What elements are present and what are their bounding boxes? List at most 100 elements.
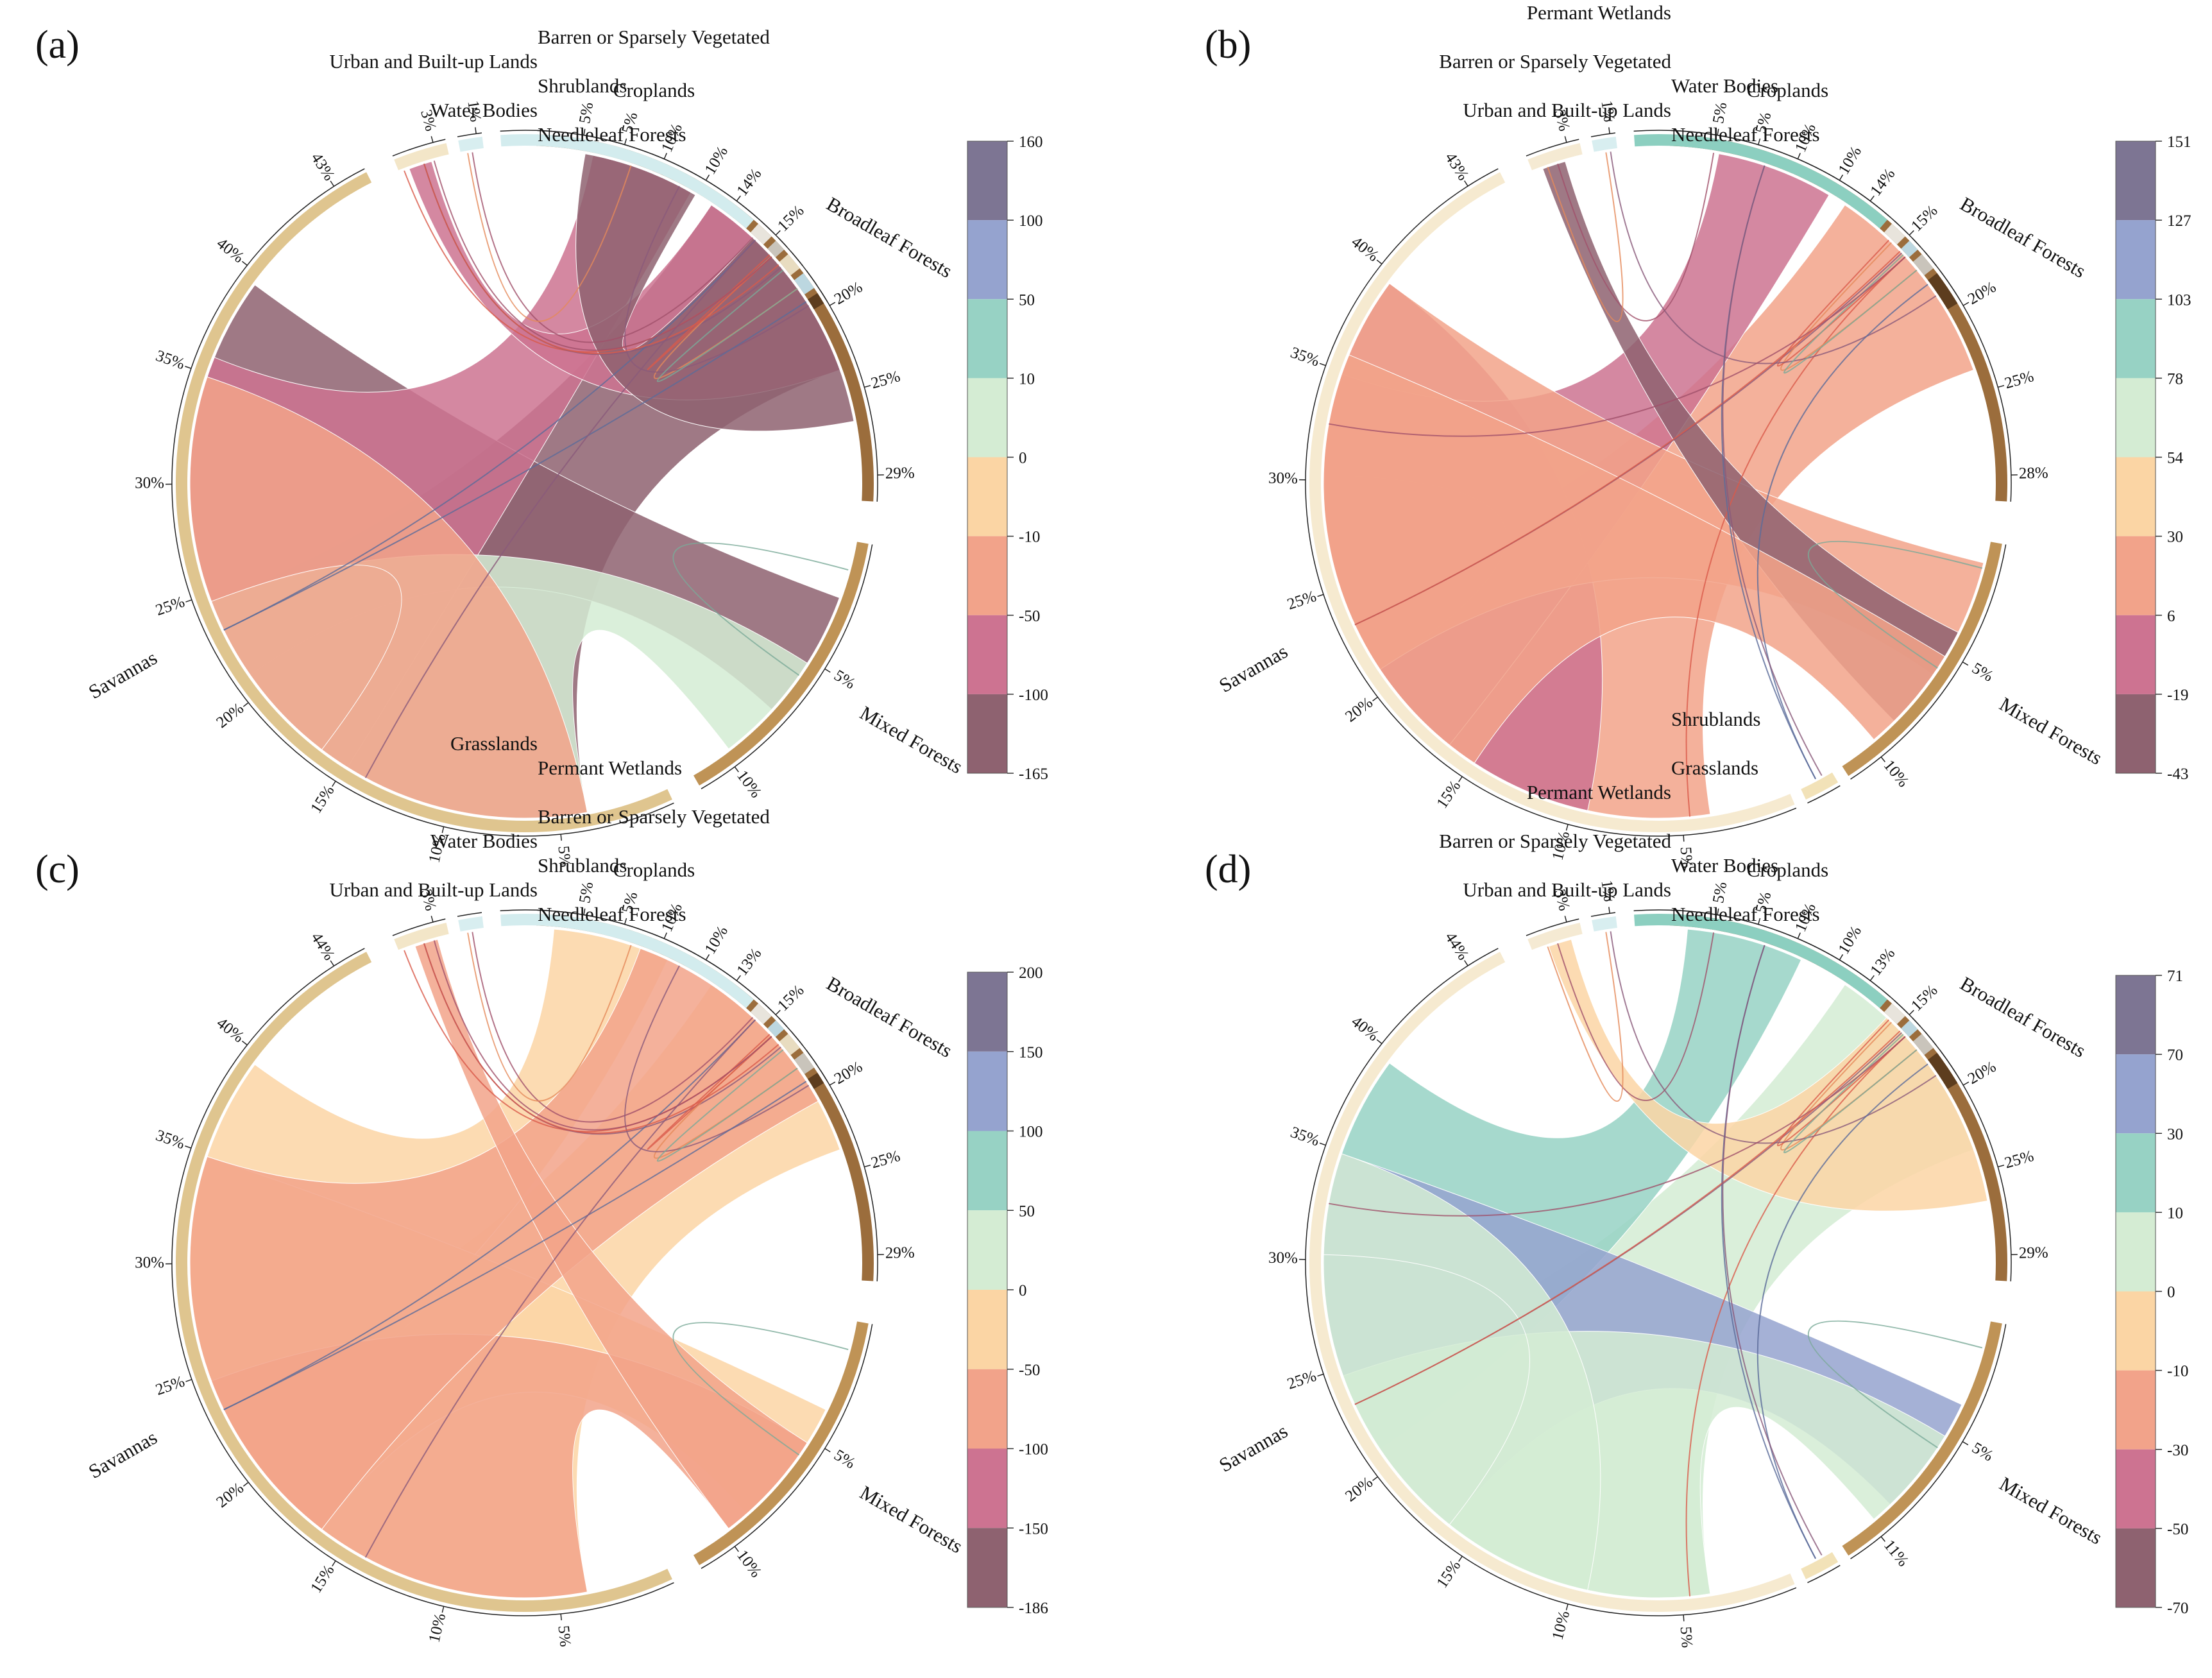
chord-strand: [433, 940, 772, 1131]
chord-strand: [1329, 256, 1906, 437]
colorbar-band: [967, 536, 1007, 615]
colorbar-band: [967, 220, 1007, 300]
segment-axis: [820, 1070, 828, 1082]
tick-mark: [1372, 696, 1378, 701]
chord-strand: [423, 943, 779, 1134]
tick-mark: [241, 1040, 248, 1046]
tick-mark: [1757, 138, 1761, 145]
segment-arc: [767, 1020, 785, 1038]
tick-label: 43%: [1442, 150, 1472, 184]
tick-label: 30%: [135, 1254, 164, 1271]
segment-label: Water Bodies: [430, 99, 538, 121]
segment-axis: [1924, 1031, 1937, 1046]
tick-mark: [824, 1448, 831, 1453]
tick-label: 15%: [1908, 202, 1941, 235]
chord-strand: [433, 160, 772, 351]
chord-strand: [364, 1019, 756, 1558]
segment-arc: [1901, 241, 1918, 258]
colorbar-label: -10: [2167, 1363, 2188, 1380]
tick-label: 15%: [307, 1562, 337, 1596]
tick-label: 20%: [1342, 1473, 1376, 1505]
tick-mark: [734, 766, 739, 773]
colorbar-label: 0: [2167, 1284, 2175, 1301]
segment-label: Barren or Sparsely Vegetated: [1439, 50, 1671, 73]
segment-axis: [171, 948, 674, 1616]
chord-strand: [1807, 540, 1983, 669]
tick-mark: [1962, 302, 1970, 306]
segment-arc: [1912, 254, 1934, 276]
colorbar-label: 78: [2167, 370, 2183, 388]
tick-label: 15%: [307, 782, 337, 816]
colorbar-band: [2116, 457, 2156, 536]
colorbar-label: -19: [2167, 687, 2188, 704]
colorbar-band: [967, 615, 1007, 694]
segment-label: Permant Wetlands: [538, 757, 682, 779]
tick-label: 35%: [1288, 1124, 1322, 1150]
colorbar-label: -150: [1019, 1520, 1048, 1537]
tick-label: 10%: [733, 767, 765, 801]
segment-axis: [701, 1324, 873, 1569]
chord-strand: [467, 932, 632, 1102]
tick-mark: [864, 1165, 871, 1168]
tick-label: 5%: [576, 880, 597, 904]
segment-arc: [1928, 273, 1958, 310]
chord-strand: [1757, 284, 1928, 780]
chord-strand: [1757, 1063, 1928, 1559]
colorbar-band: [967, 1290, 1007, 1369]
segment-label: Grasslands: [1671, 757, 1758, 779]
tick-label: 10%: [426, 1612, 450, 1645]
segment-axis: [457, 912, 482, 917]
segment-axis: [790, 1031, 804, 1046]
tick-mark: [1998, 385, 2005, 388]
tick-mark: [1564, 916, 1567, 923]
tick-mark: [1319, 1142, 1326, 1146]
chord-panel: (d) 5% 10% 15% 20% 25% 29% Broadleaf Forests 5% 1…: [1205, 708, 2188, 1648]
tick-mark: [185, 1379, 192, 1382]
chord-strand: [467, 153, 632, 322]
chord-strand: [1557, 152, 1715, 321]
colorbar-label: 151: [2167, 133, 2191, 151]
tick-mark: [824, 668, 831, 673]
colorbar-band: [2116, 1212, 2156, 1292]
segment-label: Water Bodies: [430, 830, 538, 852]
segment-label: Savannas: [1215, 640, 1291, 697]
segment-label: Mixed Forests: [1996, 1472, 2106, 1548]
colorbar-label: 150: [1019, 1044, 1043, 1061]
tick-mark: [829, 1081, 836, 1086]
segment-arc: [500, 134, 754, 229]
colorbar-band: [2116, 975, 2156, 1055]
colorbar-label: 54: [2167, 450, 2184, 467]
segment-axis: [392, 139, 446, 157]
tick-label: 13%: [1867, 945, 1898, 979]
segment-label: Mixed Forests: [856, 701, 967, 778]
tick-label: 5%: [1710, 101, 1730, 124]
segment-arc: [1592, 137, 1617, 152]
tick-label: 30%: [1268, 470, 1298, 487]
tick-label: 20%: [1965, 278, 1999, 308]
tick-label: 13%: [733, 945, 765, 979]
colorbar-label: -50: [1019, 608, 1040, 625]
tick-mark: [1717, 128, 1719, 135]
colorbar-band: [967, 1051, 1007, 1131]
chord-strand: [672, 1322, 849, 1456]
tick-label: 1%: [464, 99, 484, 123]
segment-label: Water Bodies: [1671, 854, 1778, 877]
colorbar-band: [2116, 536, 2156, 615]
segment-axis: [806, 1050, 818, 1066]
colorbar-band: [967, 972, 1007, 1052]
segment-axis: [778, 1017, 788, 1027]
tick-mark: [1376, 1039, 1382, 1044]
tick-mark: [1797, 153, 1801, 160]
tick-label: 5%: [1677, 1626, 1696, 1648]
segment-axis: [1850, 1324, 2007, 1559]
tick-mark: [1998, 1165, 2005, 1168]
tick-label: 35%: [153, 347, 187, 373]
chord-strand: [1610, 151, 1937, 364]
colorbar-band: [967, 457, 1007, 536]
segment-label: Broadleaf Forests: [823, 972, 957, 1062]
tick-mark: [736, 975, 741, 981]
tick-mark: [734, 1546, 739, 1552]
tick-mark: [1869, 195, 1875, 201]
chord-ribbon: [1323, 354, 1946, 764]
segment-label: Urban and Built-up Lands: [329, 878, 538, 901]
